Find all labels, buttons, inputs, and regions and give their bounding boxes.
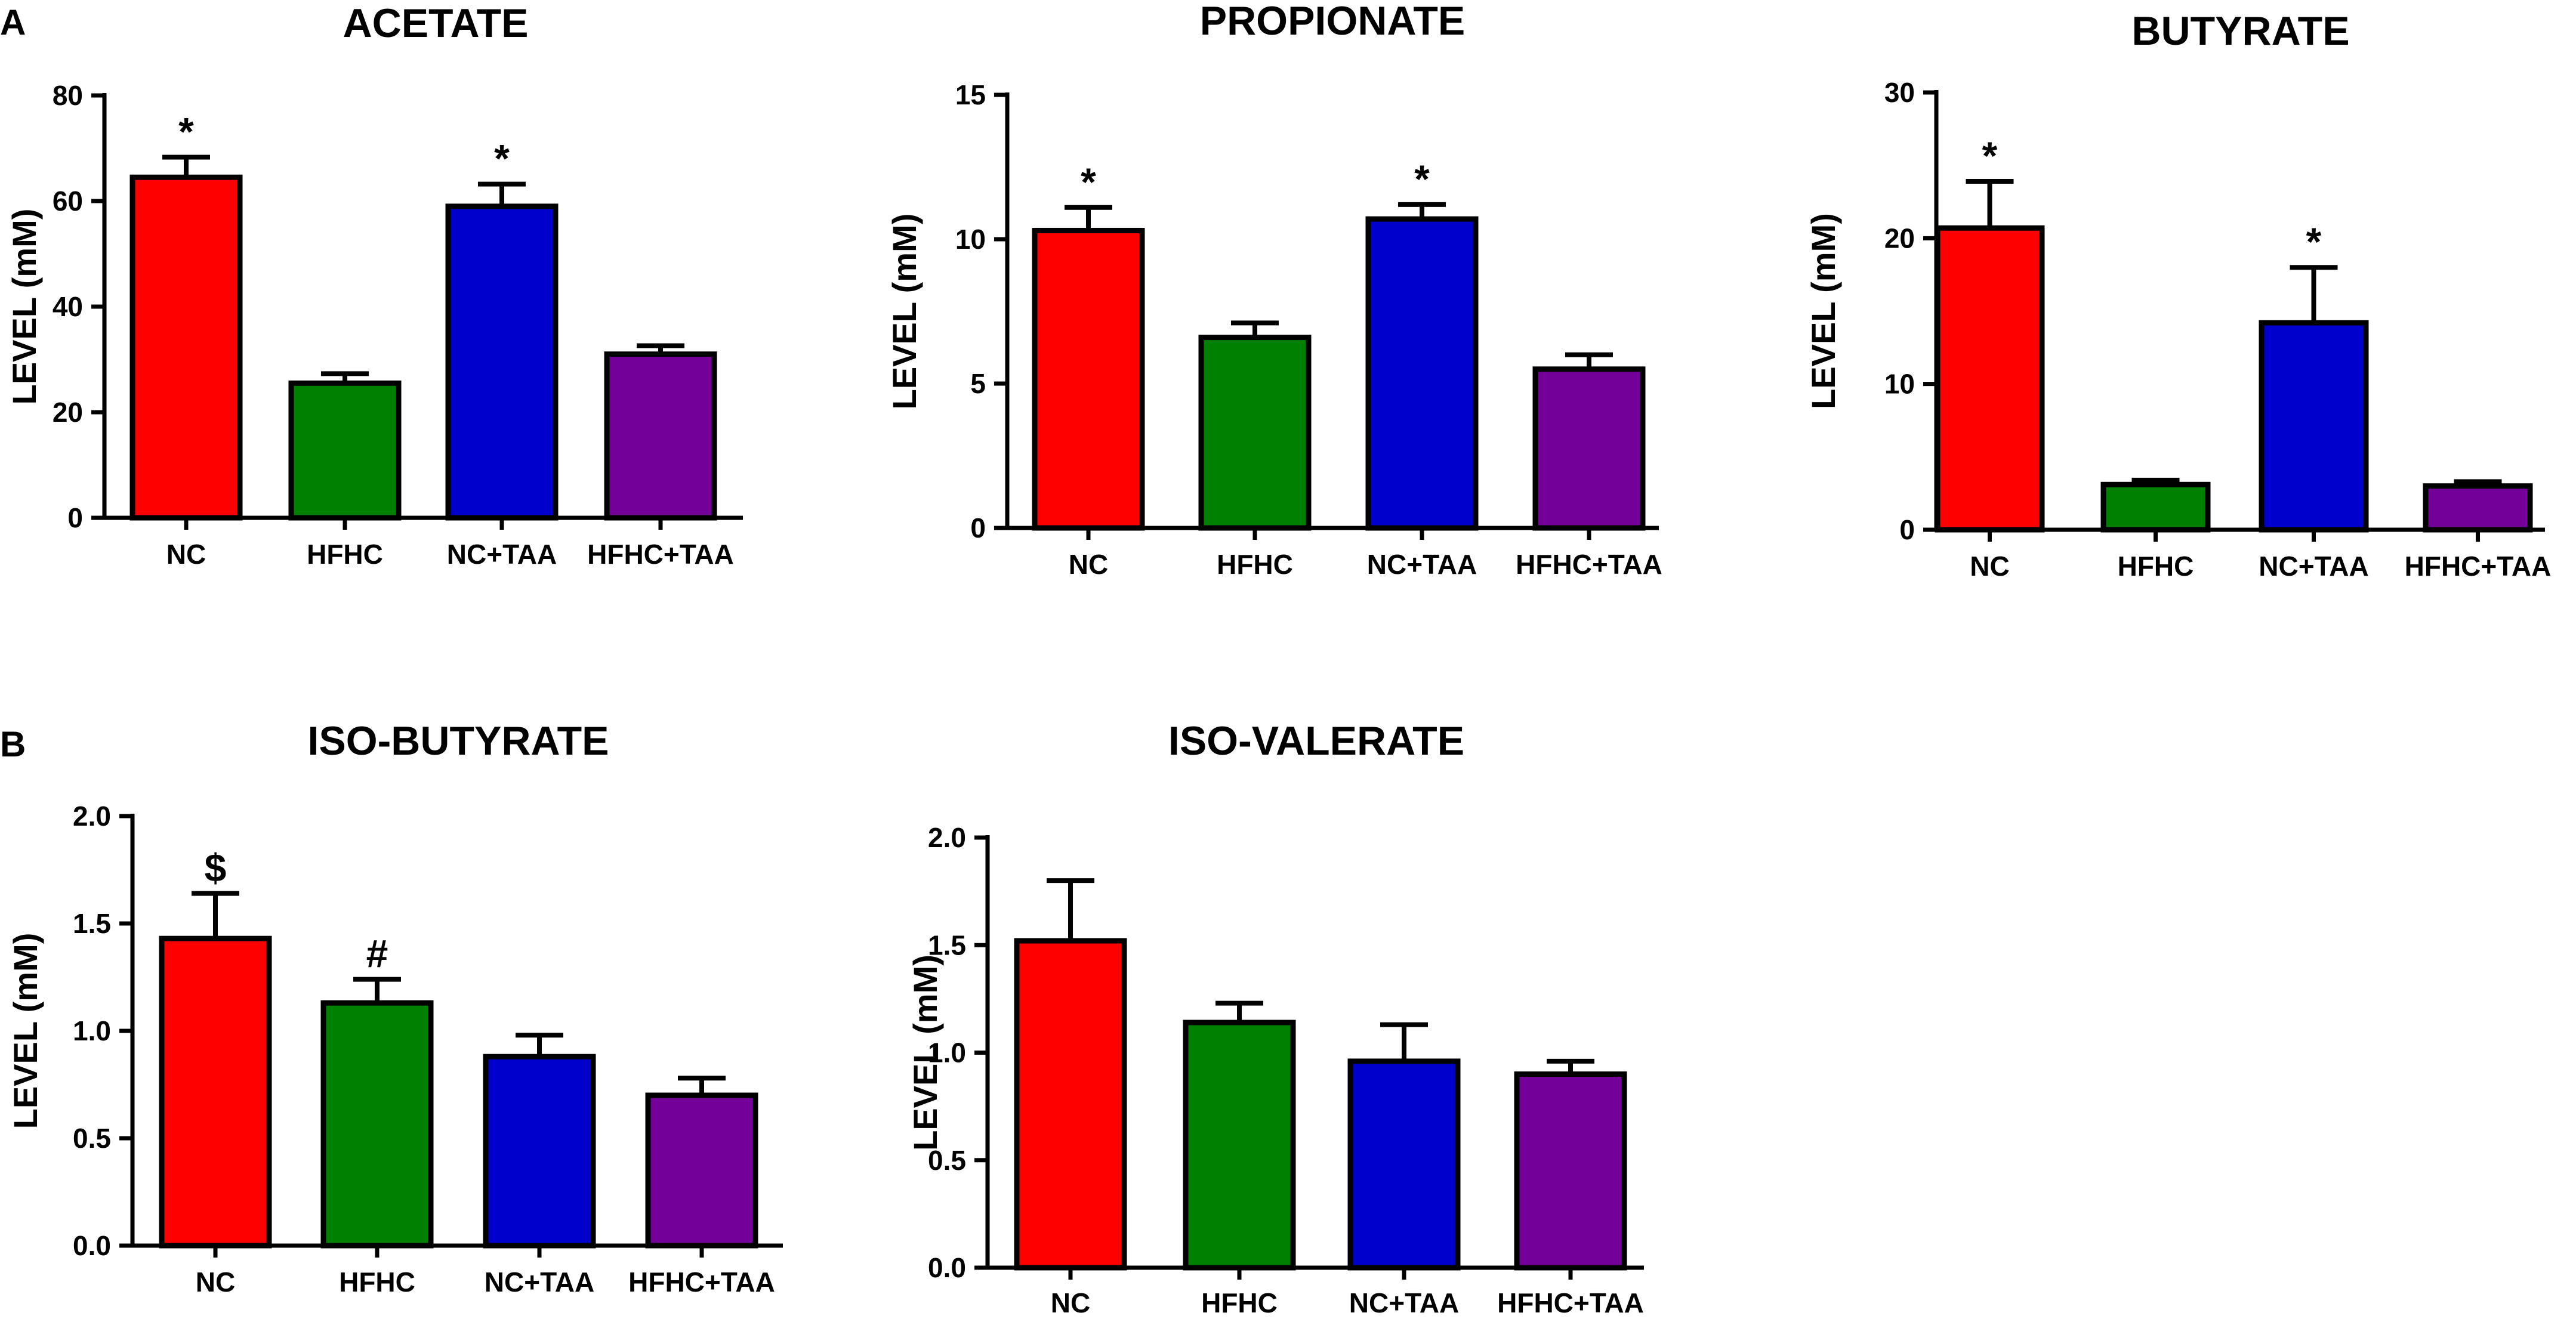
x-tick-label: HFHC+TAA (2405, 551, 2552, 582)
chart-title: BUTYRATE (2131, 8, 2349, 54)
y-tick-label: 0.5 (928, 1145, 966, 1176)
chart-title: ACETATE (343, 1, 528, 46)
bar-nc-taa (1365, 216, 1479, 531)
chart-propionate: PROPIONATE LEVEL (mM) * NC HFHC * NC+TAA HFHC+T… (886, 0, 1662, 580)
x-tick-label: HFHC (1217, 549, 1293, 580)
chart-title: ISO-BUTYRATE (308, 718, 609, 764)
chart-title: PROPIONATE (1200, 0, 1466, 44)
x-tick-label: HFHC+TAA (628, 1267, 775, 1298)
panel-label-a: A (0, 2, 26, 42)
x-tick-label: NC (1051, 1287, 1090, 1318)
y-axis-label: LEVEL (mM) (886, 214, 923, 410)
chart-iso-butyrate: ISO-BUTYRATE LEVEL (mM) $ NC # HFHC NC+TAA HFHC… (7, 718, 783, 1298)
y-tick-label: 1.5 (73, 908, 111, 939)
y-tick-label: 1.0 (928, 1037, 966, 1068)
y-tick-label: 0.0 (73, 1230, 111, 1261)
y-tick-label: 40 (53, 291, 83, 322)
bar-nc (1032, 227, 1145, 531)
bar-nc-taa (483, 1054, 596, 1249)
significance-mark: $ (205, 846, 227, 890)
bar-nc (129, 174, 243, 521)
chart-title: ISO-VALERATE (1168, 718, 1464, 764)
bar-nc-taa (445, 203, 559, 521)
x-tick-label: HFHC (1201, 1287, 1278, 1318)
bar-hfhc-taa (604, 351, 717, 521)
significance-mark: * (1414, 157, 1430, 201)
x-tick-label: NC+TAA (1349, 1287, 1459, 1318)
bar-nc-taa (1347, 1058, 1461, 1271)
y-tick-label: 0 (970, 512, 986, 543)
panel-label-b: B (0, 724, 26, 764)
significance-mark: * (178, 110, 194, 154)
y-tick-label: 60 (53, 186, 83, 217)
x-tick-label: NC+TAA (2259, 551, 2368, 582)
x-tick-label: NC (1069, 549, 1108, 580)
y-tick-label: 10 (1884, 369, 1915, 400)
y-tick-label: 80 (53, 80, 83, 111)
significance-mark: * (2306, 220, 2322, 264)
y-tick-label: 2.0 (928, 822, 966, 853)
y-axis-label: LEVEL (mM) (5, 209, 43, 405)
bar-hfhc-taa (2423, 483, 2533, 533)
x-tick-label: NC (1970, 551, 2009, 582)
x-tick-label: HFHC (307, 539, 383, 570)
y-tick-label: 0 (67, 502, 83, 533)
x-tick-label: NC (196, 1267, 235, 1298)
bar-nc (1935, 225, 2045, 533)
bar-hfhc (1183, 1020, 1296, 1271)
bar-hfhc (1198, 335, 1312, 531)
significance-mark: * (494, 137, 510, 181)
significance-mark: # (366, 932, 388, 976)
y-tick-label: 20 (53, 397, 83, 428)
bar-nc (1014, 938, 1127, 1271)
y-axis-label: LEVEL (mM) (906, 955, 944, 1151)
bar-hfhc (2100, 481, 2211, 533)
x-tick-label: HFHC+TAA (587, 539, 734, 570)
x-tick-label: HFHC (2118, 551, 2194, 582)
bar-hfhc-taa (1514, 1071, 1627, 1271)
y-tick-label: 5 (970, 368, 986, 399)
significance-mark: * (1081, 160, 1096, 204)
y-tick-label: 15 (955, 79, 986, 110)
x-tick-label: NC+TAA (485, 1267, 594, 1298)
y-tick-label: 10 (955, 224, 986, 255)
bar-nc-taa (2259, 320, 2369, 533)
y-tick-label: 1.5 (928, 929, 966, 960)
y-tick-label: 1.0 (73, 1015, 111, 1046)
y-tick-label: 20 (1884, 223, 1915, 254)
x-tick-label: NC+TAA (447, 539, 557, 570)
bar-nc (159, 935, 272, 1249)
x-tick-label: NC (166, 539, 206, 570)
y-tick-label: 2.0 (73, 801, 111, 832)
y-axis-label: LEVEL (mM) (7, 933, 44, 1129)
y-tick-label: 0.0 (928, 1252, 966, 1283)
y-tick-label: 30 (1884, 77, 1915, 108)
bar-hfhc (288, 380, 402, 521)
bar-hfhc (320, 1000, 434, 1249)
chart-acetate: ACETATE LEVEL (mM) * NC HFHC * NC+TAA HFHC+TAA 0… (5, 1, 743, 570)
y-axis-label: LEVEL (mM) (1804, 213, 1842, 409)
chart-butyrate: BUTYRATE LEVEL (mM) * NC HFHC * NC+TAA HFHC+TAA… (1804, 8, 2551, 582)
bar-hfhc-taa (1532, 366, 1646, 531)
bar-hfhc-taa (645, 1092, 758, 1249)
y-tick-label: 0.5 (73, 1123, 111, 1154)
y-tick-label: 0 (1899, 514, 1915, 545)
x-tick-label: HFHC (339, 1267, 415, 1298)
x-tick-label: NC+TAA (1367, 549, 1477, 580)
significance-mark: * (1982, 134, 1998, 178)
x-tick-label: HFHC+TAA (1497, 1287, 1644, 1318)
x-tick-label: HFHC+TAA (1516, 549, 1662, 580)
chart-iso-valerate: ISO-VALERATE LEVEL (mM) NC HFHC NC+TAA HFHC+T… (906, 718, 1644, 1318)
